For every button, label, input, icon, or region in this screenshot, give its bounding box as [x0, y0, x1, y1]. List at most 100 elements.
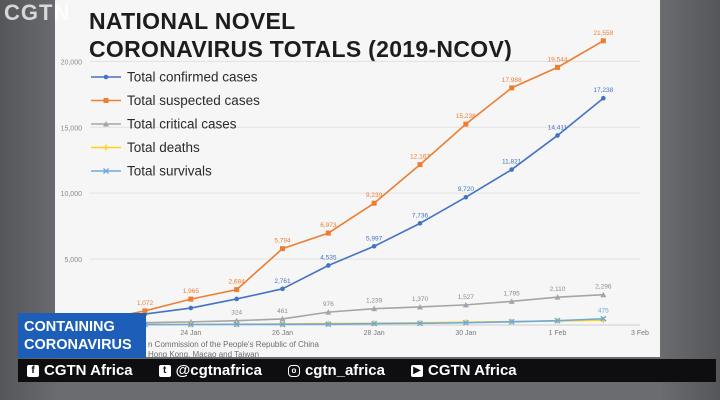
data-point — [326, 263, 331, 268]
data-point — [188, 296, 194, 302]
data-point — [463, 194, 469, 200]
legend-label: Total critical cases — [127, 117, 237, 132]
facebook-link[interactable]: f CGTN Africa — [27, 362, 133, 379]
chart-title-line-1: NATIONAL NOVEL — [89, 8, 296, 34]
data-label: 5,997 — [366, 235, 383, 242]
y-tick-label: 20,000 — [61, 59, 83, 66]
x-tick-label: 1 Feb — [549, 330, 567, 337]
twitter-link[interactable]: t @cgtnafrica — [158, 362, 262, 379]
data-label: 2,110 — [550, 286, 566, 293]
twitter-icon: t — [158, 364, 171, 377]
data-point — [554, 294, 561, 300]
data-label: 17,238 — [593, 87, 613, 94]
y-tick-label: 15,000 — [61, 125, 83, 132]
source-note: n Commission of the People's Republic of… — [148, 340, 319, 360]
x-tick-label: 28 Jan — [364, 330, 385, 337]
containing-coronavirus-banner: CONTAINING CORONAVIRUS — [18, 313, 146, 358]
data-label: 2,296 — [595, 284, 612, 291]
data-point — [280, 286, 285, 292]
data-label: 6,973 — [320, 222, 337, 229]
data-label: 21,558 — [593, 30, 613, 37]
data-point — [417, 320, 423, 327]
data-label: 7,736 — [412, 212, 429, 219]
facebook-icon: f — [27, 364, 39, 377]
broadcaster-logo: CGTN — [4, 0, 71, 25]
data-label: 19,544 — [548, 56, 568, 63]
data-point — [325, 321, 332, 328]
series-line-1 — [99, 97, 604, 319]
data-point — [417, 221, 423, 226]
x-tick-label: 3 Feb — [631, 330, 649, 337]
instagram-handle: cgtn_africa — [304, 362, 385, 379]
data-point — [371, 320, 378, 327]
data-point — [325, 309, 332, 315]
data-point — [103, 168, 109, 174]
data-point — [233, 317, 240, 324]
data-label: 9,720 — [458, 186, 475, 193]
data-label: 2,761 — [274, 278, 291, 285]
data-point — [371, 200, 377, 206]
data-point — [555, 64, 560, 70]
data-point — [279, 315, 286, 322]
data-point — [280, 246, 285, 252]
instagram-icon: o — [287, 364, 300, 377]
chart-title-line-2: CORONAVIRUS TOTALS (2019-NCOV) — [89, 36, 513, 62]
twitter-handle: @cgtnafrica — [175, 362, 262, 379]
data-point — [103, 144, 109, 151]
data-label: 1,072 — [137, 300, 154, 307]
data-label: 14,411 — [548, 124, 568, 131]
data-point — [371, 305, 378, 312]
instagram-link[interactable]: o cgtn_africa — [287, 362, 385, 379]
data-point — [509, 85, 515, 91]
data-label: 2,684 — [229, 279, 246, 286]
data-point — [325, 230, 331, 236]
banner-line-2: CORONAVIRUS — [24, 337, 132, 353]
data-label: 976 — [323, 301, 334, 308]
data-point — [234, 296, 239, 302]
data-point — [463, 121, 469, 127]
youtube-handle: CGTN Africa — [428, 362, 517, 379]
data-point — [103, 74, 109, 80]
data-point — [234, 287, 240, 293]
x-tick-label: 30 Jan — [455, 330, 476, 337]
data-point — [600, 38, 606, 44]
data-point — [601, 95, 606, 101]
data-point — [508, 318, 515, 325]
data-point — [279, 321, 286, 328]
data-point — [417, 162, 423, 168]
data-point — [462, 301, 469, 308]
x-tick-label: 24 Jan — [180, 330, 201, 337]
data-point — [509, 167, 514, 172]
data-label: 324 — [231, 310, 242, 317]
x-tick-label: 26 Jan — [272, 330, 293, 337]
data-label: 11,821 — [502, 159, 522, 166]
data-point — [555, 133, 560, 138]
data-point — [462, 319, 469, 326]
data-label: 1,370 — [412, 296, 429, 303]
data-point — [600, 315, 607, 322]
data-point — [103, 121, 109, 127]
data-label: 1,239 — [366, 298, 383, 305]
youtube-icon: ▶ — [411, 364, 423, 377]
series-line-3 — [99, 293, 604, 325]
banner-line-1: CONTAINING — [24, 319, 115, 335]
series-line-2 — [99, 40, 604, 321]
series-line-5 — [99, 317, 604, 326]
data-point — [554, 317, 561, 324]
data-point — [233, 321, 240, 328]
y-tick-label: 5,000 — [64, 257, 82, 264]
data-label: 1,965 — [183, 288, 200, 295]
data-point — [417, 303, 423, 310]
data-label: 9,239 — [366, 192, 383, 199]
legend-label: Total confirmed cases — [127, 70, 258, 85]
social-media-bar: f CGTN Africa t @cgtnafrica o cgtn_afric… — [18, 359, 716, 382]
chart-title: NATIONAL NOVEL CORONAVIRUS TOTALS (2019-… — [89, 7, 512, 63]
data-point — [142, 308, 148, 314]
data-label: 1,795 — [504, 290, 521, 297]
youtube-link[interactable]: ▶ CGTN Africa — [411, 362, 517, 379]
data-label: 1,527 — [458, 294, 475, 301]
data-point — [600, 291, 607, 298]
legend-label: Total suspected cases — [127, 93, 260, 108]
data-label: 15,238 — [456, 113, 476, 120]
